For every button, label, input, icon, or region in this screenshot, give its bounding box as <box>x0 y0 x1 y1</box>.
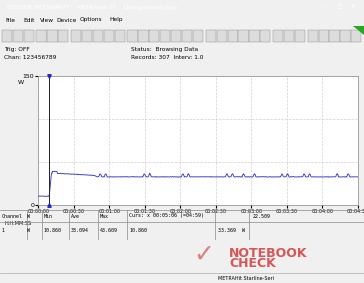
Bar <box>127 30 138 42</box>
Text: Trig: OFF: Trig: OFF <box>4 47 29 52</box>
Text: GOSSEN METRAWATT    METRAwin 10    Unregistered copy: GOSSEN METRAWATT METRAwin 10 Unregistere… <box>7 5 178 10</box>
Text: W: W <box>27 228 30 233</box>
Bar <box>249 30 260 42</box>
Text: Channel: Channel <box>2 213 23 218</box>
Bar <box>260 30 270 42</box>
Bar <box>228 30 238 42</box>
Text: Options: Options <box>80 18 103 23</box>
Text: W: W <box>17 80 24 85</box>
Text: Min: Min <box>44 213 53 218</box>
Text: 43.609: 43.609 <box>100 228 118 233</box>
Bar <box>238 30 249 42</box>
Bar <box>273 30 283 42</box>
Bar <box>182 30 192 42</box>
Text: ✓: ✓ <box>193 243 214 267</box>
Bar <box>115 30 125 42</box>
Text: NOTEBOOK: NOTEBOOK <box>229 247 308 260</box>
Bar <box>284 30 294 42</box>
Bar <box>2 30 12 42</box>
Text: Device: Device <box>56 18 77 23</box>
Bar <box>47 30 58 42</box>
Text: Status:  Browsing Data: Status: Browsing Data <box>131 47 198 52</box>
Text: 33.369  W: 33.369 W <box>218 228 245 233</box>
Bar <box>93 30 103 42</box>
Text: 10.860: 10.860 <box>44 228 62 233</box>
Bar <box>206 30 216 42</box>
Text: 22.509: 22.509 <box>253 213 271 218</box>
Bar <box>82 30 92 42</box>
Bar <box>318 30 329 42</box>
Bar <box>71 30 81 42</box>
Polygon shape <box>353 26 364 35</box>
Text: METRAHit Starline-Seri: METRAHit Starline-Seri <box>218 275 274 280</box>
Bar <box>351 30 361 42</box>
Text: 33.094: 33.094 <box>71 228 89 233</box>
Bar <box>160 30 170 42</box>
Text: Chan: 123456789: Chan: 123456789 <box>4 55 56 60</box>
Bar <box>308 30 318 42</box>
Bar <box>340 30 351 42</box>
Text: H:H:MM:SS: H:H:MM:SS <box>5 221 32 226</box>
Text: 10.860: 10.860 <box>129 228 147 233</box>
Bar <box>193 30 203 42</box>
Bar <box>138 30 149 42</box>
Text: File: File <box>5 18 15 23</box>
Bar <box>36 30 47 42</box>
Bar <box>13 30 23 42</box>
Bar <box>58 30 68 42</box>
Text: W: W <box>27 213 30 218</box>
Bar <box>329 30 340 42</box>
Text: ✕: ✕ <box>349 5 357 10</box>
Text: Edit: Edit <box>24 18 35 23</box>
Text: Ave: Ave <box>71 213 80 218</box>
Bar <box>104 30 114 42</box>
Text: —: — <box>320 5 329 10</box>
Bar <box>295 30 305 42</box>
Text: View: View <box>40 18 54 23</box>
Text: Help: Help <box>109 18 123 23</box>
Text: □: □ <box>335 5 344 10</box>
Bar <box>149 30 159 42</box>
Bar <box>217 30 227 42</box>
Text: 1: 1 <box>2 228 5 233</box>
Bar <box>24 30 34 42</box>
Bar <box>171 30 181 42</box>
Text: Records: 307  Interv: 1.0: Records: 307 Interv: 1.0 <box>131 55 203 60</box>
Text: CHECK: CHECK <box>229 257 276 270</box>
Text: Curs: x 00:05:06 (=04:59): Curs: x 00:05:06 (=04:59) <box>129 213 204 218</box>
Text: Max: Max <box>100 213 109 218</box>
